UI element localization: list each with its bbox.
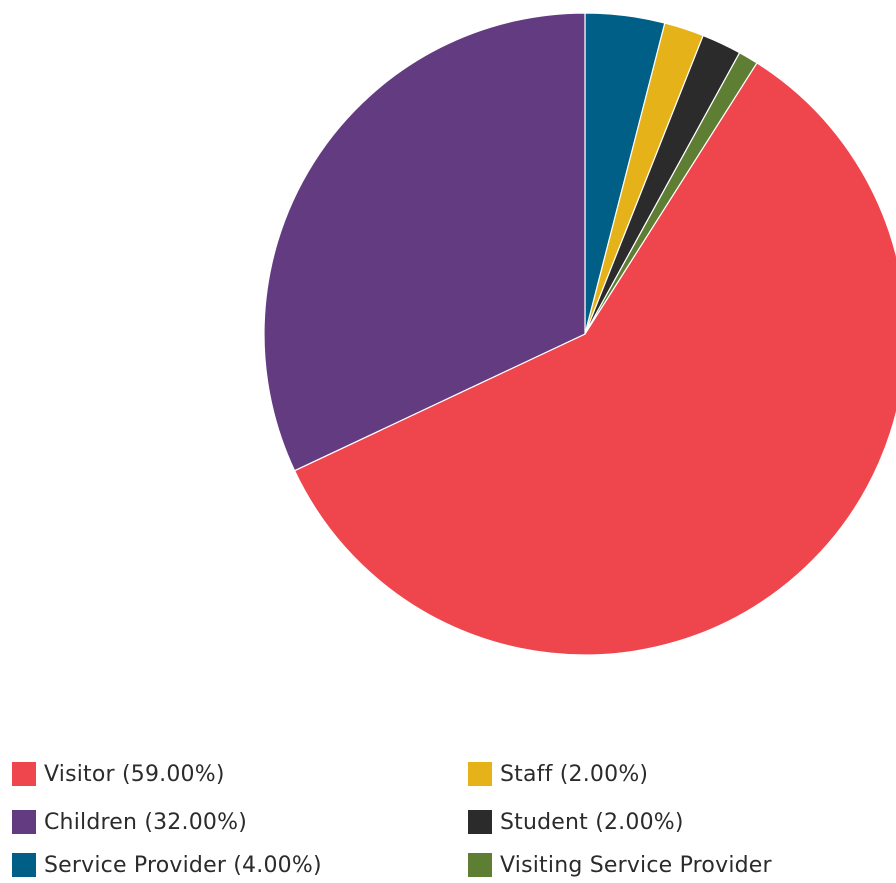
legend-label-service-provider: Service Provider (4.00%)	[44, 852, 322, 878]
pie-chart	[263, 12, 896, 656]
legend-swatch-visiting-service-provider	[468, 853, 492, 877]
legend-label-visiting-service-provider: Visiting Service Provider	[500, 852, 772, 878]
legend-item-children[interactable]: Children (32.00%)	[12, 804, 247, 840]
legend-item-visiting-service-provider[interactable]: Visiting Service Provider	[468, 847, 772, 883]
legend-label-children: Children (32.00%)	[44, 809, 247, 835]
legend-swatch-staff	[468, 762, 492, 786]
legend-label-student: Student (2.00%)	[500, 809, 684, 835]
pie-slice-visitor[interactable]	[293, 62, 896, 656]
chart-legend: Visitor (59.00%) Children (32.00%) Servi…	[12, 756, 896, 883]
legend-item-service-provider[interactable]: Service Provider (4.00%)	[12, 847, 322, 883]
legend-swatch-student	[468, 810, 492, 834]
legend-label-staff: Staff (2.00%)	[500, 761, 649, 787]
legend-swatch-service-provider	[12, 853, 36, 877]
legend-item-staff[interactable]: Staff (2.00%)	[468, 756, 648, 792]
legend-label-visitor: Visitor (59.00%)	[44, 761, 225, 787]
pie-slice-children[interactable]	[263, 12, 586, 472]
legend-swatch-visitor	[12, 762, 36, 786]
legend-item-visitor[interactable]: Visitor (59.00%)	[12, 756, 225, 792]
legend-swatch-children	[12, 810, 36, 834]
legend-item-student[interactable]: Student (2.00%)	[468, 804, 684, 840]
